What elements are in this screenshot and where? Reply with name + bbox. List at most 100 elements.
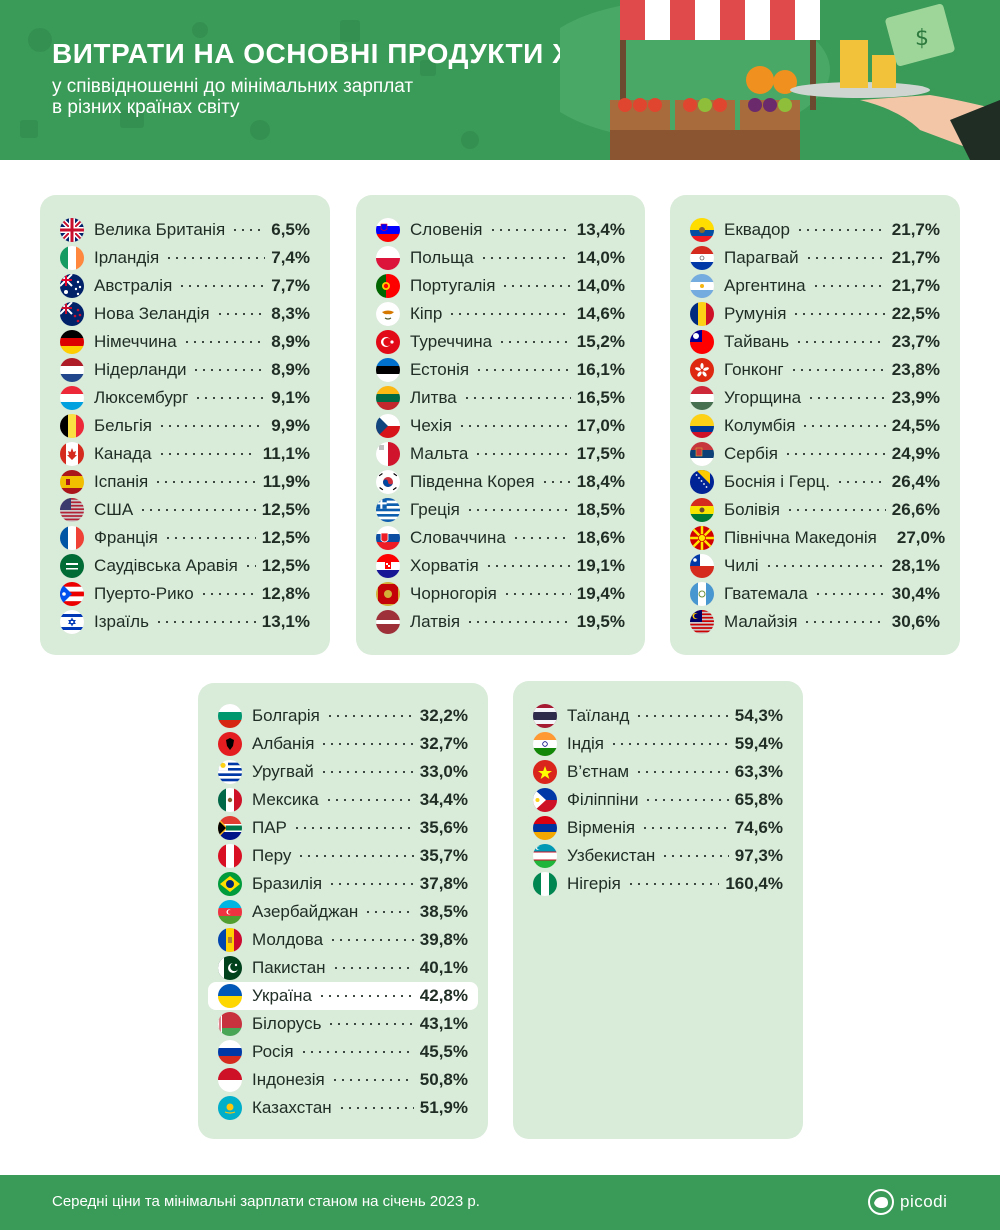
country-row-mt: Мальта 17,5% [376,440,625,468]
cost-share-value: 38,5% [419,902,468,921]
cost-share-value: 32,7% [419,734,468,753]
flag-py-icon [690,246,714,270]
flag-fr-icon [60,526,84,550]
dot-leader [448,313,571,315]
flag-mx-icon [218,788,242,812]
country-name: Чорногорія [410,584,497,603]
flag-ee-icon [376,358,400,382]
dot-leader [297,855,414,857]
country-name: Велика Британія [94,220,226,239]
dot-leader [465,509,571,511]
flag-by-icon [218,1012,242,1036]
flag-my-icon [690,610,714,634]
dot-leader [325,715,414,717]
country-name: Чехія [410,416,452,435]
country-name: Вірменія [567,818,636,837]
country-row-fr: Франція 12,5% [60,524,310,552]
country-name: Франція [94,528,158,547]
footer-note: Середні ціни та мінімальні зарплати стан… [52,1193,480,1210]
dot-leader [199,593,256,595]
flag-gb-icon [60,218,84,242]
cost-share-value: 50,8% [419,1070,468,1089]
flag-es-icon [60,470,84,494]
cost-share-value: 18,4% [576,472,625,491]
dot-leader [457,425,571,427]
produce-crates-icon [610,66,800,160]
flag-br-icon [218,872,242,896]
cost-share-value: 8,9% [271,360,310,379]
country-name: Еквадор [724,220,790,239]
cost-share-value: 11,1% [262,444,310,463]
country-card-1: Велика Британія 6,5% Ірландія 7,4% Австралія… [40,195,330,655]
flag-tr-icon [376,330,400,354]
country-name: Тайвань [724,332,790,351]
flag-tw-icon [690,330,714,354]
country-name: Туреччина [410,332,493,351]
country-name: Чилі [724,556,759,575]
flag-bg-icon [218,704,242,728]
cost-share-value: 14,6% [576,304,625,323]
cost-share-value: 37,8% [419,874,468,893]
cost-share-value: 14,0% [576,248,625,267]
picodi-logo: picodi [866,1187,947,1217]
country-name: Нова Зеландія [94,304,210,323]
country-row-md: Молдова 39,8% [218,926,468,954]
flag-co-icon [690,414,714,438]
background-pattern-icon [20,20,479,149]
cost-share-value: 6,5% [271,220,310,239]
flag-ca-icon [60,442,84,466]
subtitle-line-2: в різних країнах світу [52,97,240,118]
dot-leader [154,621,256,623]
country-row-lv: Латвія 19,5% [376,608,625,636]
country-row-in: Індія 59,4% [533,730,783,758]
cost-share-value: 24,5% [891,416,940,435]
dot-leader [803,621,886,623]
country-name: Аргентина [724,276,806,295]
country-name: Угорщина [724,388,802,407]
flag-uy-icon [218,760,242,784]
dot-leader [330,1079,414,1081]
dot-leader [789,369,886,371]
flag-pr-icon [60,582,84,606]
dot-leader [158,425,266,427]
flag-pt-icon [376,274,400,298]
flag-us-icon [60,498,84,522]
country-name: Румунія [724,304,787,323]
cost-share-value: 23,8% [891,360,940,379]
flag-hu-icon [690,386,714,410]
flag-ng-icon [533,872,557,896]
country-name: Таїланд [567,706,630,725]
subtitle-line-1: у співвідношенні до мінімальних зарплат [52,76,414,97]
dot-leader [178,285,266,287]
dot-leader [231,229,266,231]
cost-share-value: 14,0% [576,276,625,295]
flag-nl-icon [60,358,84,382]
flag-md-icon [218,928,242,952]
flag-vn-icon [533,760,557,784]
dot-leader [511,537,571,539]
flag-ar-icon [690,274,714,298]
flag-in-icon [533,732,557,756]
cost-share-value: 13,4% [576,220,625,239]
country-name: Нігерія [567,874,621,893]
cost-share-value: 7,7% [271,276,310,295]
svg-text:$: $ [915,26,929,51]
cost-share-value: 9,1% [271,388,310,407]
dot-leader [501,285,571,287]
dot-leader [192,369,266,371]
dot-leader [163,537,256,539]
flag-cl-icon [690,554,714,578]
country-name: Ізраїль [94,612,149,631]
cost-share-value: 160,4% [725,874,783,893]
country-name: Латвія [410,612,461,631]
country-name: Австралія [94,276,173,295]
country-row-rs: Сербія 24,9% [690,440,940,468]
country-row-id: Індонезія 50,8% [218,1066,468,1094]
country-name: Україна [252,986,312,1005]
flag-am-icon [533,816,557,840]
dot-leader [154,481,257,483]
cost-share-value: 28,1% [891,556,940,575]
country-name: Гонконг [724,360,784,379]
country-row-gt: Гватемала 30,4% [690,580,940,608]
dot-leader [635,771,729,773]
